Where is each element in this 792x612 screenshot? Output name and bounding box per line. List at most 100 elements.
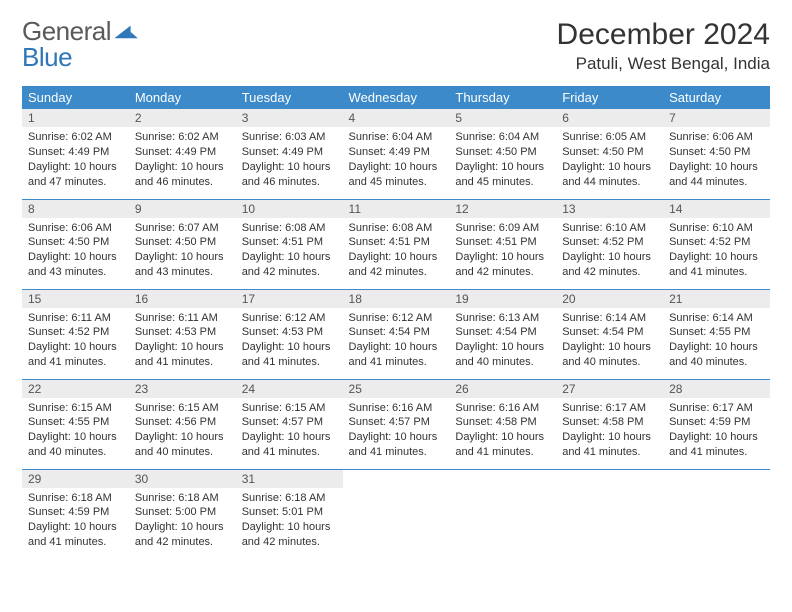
sunrise-text: Sunrise: 6:17 AM bbox=[562, 401, 657, 416]
sunset-text: Sunset: 4:49 PM bbox=[242, 145, 337, 160]
sunrise-text: Sunrise: 6:14 AM bbox=[669, 311, 764, 326]
calendar-day-cell: 26Sunrise: 6:16 AMSunset: 4:58 PMDayligh… bbox=[449, 379, 556, 469]
day-number: 8 bbox=[22, 200, 129, 218]
day-details: Sunrise: 6:15 AMSunset: 4:55 PMDaylight:… bbox=[22, 398, 129, 464]
day-number: 7 bbox=[663, 109, 770, 127]
day-details: Sunrise: 6:10 AMSunset: 4:52 PMDaylight:… bbox=[663, 218, 770, 284]
daylight-text: Daylight: 10 hours and 41 minutes. bbox=[242, 430, 337, 460]
sunset-text: Sunset: 4:50 PM bbox=[455, 145, 550, 160]
sunrise-text: Sunrise: 6:11 AM bbox=[28, 311, 123, 326]
sunrise-text: Sunrise: 6:13 AM bbox=[455, 311, 550, 326]
day-details: Sunrise: 6:18 AMSunset: 4:59 PMDaylight:… bbox=[22, 488, 129, 554]
sunrise-text: Sunrise: 6:02 AM bbox=[28, 130, 123, 145]
day-number: 31 bbox=[236, 470, 343, 488]
daylight-text: Daylight: 10 hours and 41 minutes. bbox=[669, 430, 764, 460]
sunset-text: Sunset: 4:56 PM bbox=[135, 415, 230, 430]
calendar-day-cell bbox=[343, 469, 450, 559]
sunrise-text: Sunrise: 6:11 AM bbox=[135, 311, 230, 326]
day-number: 18 bbox=[343, 290, 450, 308]
calendar-day-cell: 19Sunrise: 6:13 AMSunset: 4:54 PMDayligh… bbox=[449, 289, 556, 379]
day-number: 22 bbox=[22, 380, 129, 398]
sunrise-text: Sunrise: 6:15 AM bbox=[242, 401, 337, 416]
daylight-text: Daylight: 10 hours and 46 minutes. bbox=[242, 160, 337, 190]
sunrise-text: Sunrise: 6:14 AM bbox=[562, 311, 657, 326]
daylight-text: Daylight: 10 hours and 41 minutes. bbox=[669, 250, 764, 280]
daylight-text: Daylight: 10 hours and 41 minutes. bbox=[349, 430, 444, 460]
day-number: 16 bbox=[129, 290, 236, 308]
day-number: 29 bbox=[22, 470, 129, 488]
month-title: December 2024 bbox=[557, 18, 770, 52]
sunrise-text: Sunrise: 6:06 AM bbox=[669, 130, 764, 145]
daylight-text: Daylight: 10 hours and 40 minutes. bbox=[669, 340, 764, 370]
sunrise-text: Sunrise: 6:18 AM bbox=[28, 491, 123, 506]
calendar-day-cell: 1Sunrise: 6:02 AMSunset: 4:49 PMDaylight… bbox=[22, 109, 129, 199]
title-block: December 2024 Patuli, West Bengal, India bbox=[557, 18, 770, 74]
day-number: 24 bbox=[236, 380, 343, 398]
sunrise-text: Sunrise: 6:09 AM bbox=[455, 221, 550, 236]
weekday-header-row: Sunday Monday Tuesday Wednesday Thursday… bbox=[22, 86, 770, 109]
day-details: Sunrise: 6:18 AMSunset: 5:01 PMDaylight:… bbox=[236, 488, 343, 554]
weekday-header: Saturday bbox=[663, 86, 770, 109]
sunset-text: Sunset: 4:52 PM bbox=[669, 235, 764, 250]
sunrise-text: Sunrise: 6:02 AM bbox=[135, 130, 230, 145]
day-details: Sunrise: 6:16 AMSunset: 4:57 PMDaylight:… bbox=[343, 398, 450, 464]
daylight-text: Daylight: 10 hours and 41 minutes. bbox=[562, 430, 657, 460]
sunset-text: Sunset: 4:54 PM bbox=[562, 325, 657, 340]
weekday-header: Friday bbox=[556, 86, 663, 109]
sunset-text: Sunset: 4:49 PM bbox=[28, 145, 123, 160]
weekday-header: Wednesday bbox=[343, 86, 450, 109]
daylight-text: Daylight: 10 hours and 45 minutes. bbox=[349, 160, 444, 190]
sunset-text: Sunset: 4:54 PM bbox=[349, 325, 444, 340]
sunrise-text: Sunrise: 6:18 AM bbox=[135, 491, 230, 506]
daylight-text: Daylight: 10 hours and 40 minutes. bbox=[135, 430, 230, 460]
day-number: 6 bbox=[556, 109, 663, 127]
day-number: 4 bbox=[343, 109, 450, 127]
sunset-text: Sunset: 4:58 PM bbox=[562, 415, 657, 430]
day-number: 3 bbox=[236, 109, 343, 127]
daylight-text: Daylight: 10 hours and 43 minutes. bbox=[135, 250, 230, 280]
day-details: Sunrise: 6:02 AMSunset: 4:49 PMDaylight:… bbox=[129, 127, 236, 193]
day-number: 5 bbox=[449, 109, 556, 127]
day-details: Sunrise: 6:11 AMSunset: 4:52 PMDaylight:… bbox=[22, 308, 129, 374]
sunset-text: Sunset: 4:49 PM bbox=[349, 145, 444, 160]
calendar-day-cell: 17Sunrise: 6:12 AMSunset: 4:53 PMDayligh… bbox=[236, 289, 343, 379]
day-details: Sunrise: 6:15 AMSunset: 4:57 PMDaylight:… bbox=[236, 398, 343, 464]
daylight-text: Daylight: 10 hours and 42 minutes. bbox=[135, 520, 230, 550]
sunset-text: Sunset: 4:55 PM bbox=[669, 325, 764, 340]
day-number: 1 bbox=[22, 109, 129, 127]
calendar-day-cell: 9Sunrise: 6:07 AMSunset: 4:50 PMDaylight… bbox=[129, 199, 236, 289]
calendar-week-row: 15Sunrise: 6:11 AMSunset: 4:52 PMDayligh… bbox=[22, 289, 770, 379]
calendar-day-cell: 10Sunrise: 6:08 AMSunset: 4:51 PMDayligh… bbox=[236, 199, 343, 289]
day-number: 21 bbox=[663, 290, 770, 308]
calendar-day-cell bbox=[663, 469, 770, 559]
calendar-day-cell: 21Sunrise: 6:14 AMSunset: 4:55 PMDayligh… bbox=[663, 289, 770, 379]
weekday-header: Tuesday bbox=[236, 86, 343, 109]
daylight-text: Daylight: 10 hours and 42 minutes. bbox=[242, 250, 337, 280]
sunrise-text: Sunrise: 6:16 AM bbox=[349, 401, 444, 416]
daylight-text: Daylight: 10 hours and 42 minutes. bbox=[242, 520, 337, 550]
sunrise-text: Sunrise: 6:07 AM bbox=[135, 221, 230, 236]
day-details: Sunrise: 6:17 AMSunset: 4:59 PMDaylight:… bbox=[663, 398, 770, 464]
sunset-text: Sunset: 4:50 PM bbox=[28, 235, 123, 250]
calendar-day-cell bbox=[556, 469, 663, 559]
daylight-text: Daylight: 10 hours and 44 minutes. bbox=[562, 160, 657, 190]
day-details: Sunrise: 6:14 AMSunset: 4:55 PMDaylight:… bbox=[663, 308, 770, 374]
sunset-text: Sunset: 4:58 PM bbox=[455, 415, 550, 430]
day-number: 15 bbox=[22, 290, 129, 308]
sunrise-text: Sunrise: 6:04 AM bbox=[349, 130, 444, 145]
calendar-day-cell: 5Sunrise: 6:04 AMSunset: 4:50 PMDaylight… bbox=[449, 109, 556, 199]
day-number: 25 bbox=[343, 380, 450, 398]
day-number: 27 bbox=[556, 380, 663, 398]
sunrise-text: Sunrise: 6:12 AM bbox=[349, 311, 444, 326]
calendar-day-cell: 28Sunrise: 6:17 AMSunset: 4:59 PMDayligh… bbox=[663, 379, 770, 469]
day-details: Sunrise: 6:07 AMSunset: 4:50 PMDaylight:… bbox=[129, 218, 236, 284]
day-details: Sunrise: 6:13 AMSunset: 4:54 PMDaylight:… bbox=[449, 308, 556, 374]
calendar-day-cell: 31Sunrise: 6:18 AMSunset: 5:01 PMDayligh… bbox=[236, 469, 343, 559]
calendar-day-cell: 18Sunrise: 6:12 AMSunset: 4:54 PMDayligh… bbox=[343, 289, 450, 379]
sunset-text: Sunset: 4:51 PM bbox=[349, 235, 444, 250]
sunset-text: Sunset: 5:00 PM bbox=[135, 505, 230, 520]
calendar-day-cell: 13Sunrise: 6:10 AMSunset: 4:52 PMDayligh… bbox=[556, 199, 663, 289]
day-details: Sunrise: 6:12 AMSunset: 4:53 PMDaylight:… bbox=[236, 308, 343, 374]
day-details: Sunrise: 6:11 AMSunset: 4:53 PMDaylight:… bbox=[129, 308, 236, 374]
weekday-header: Sunday bbox=[22, 86, 129, 109]
